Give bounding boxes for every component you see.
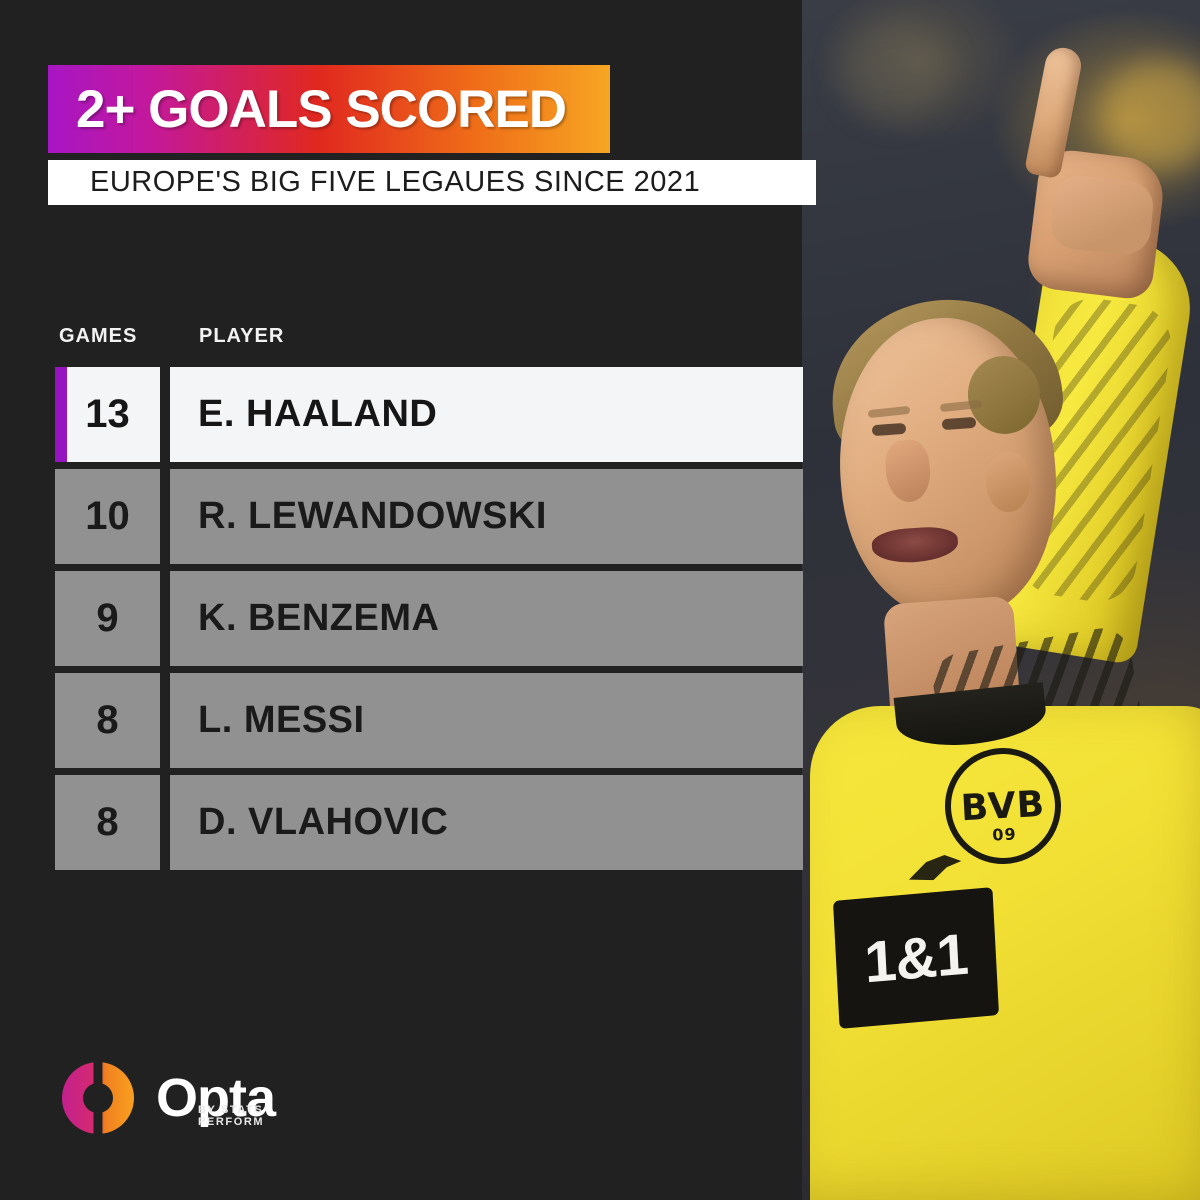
opta-wordmark: Opta BY STATS PERFORM [156, 1068, 276, 1128]
jersey-sponsor-logo: 1&1 [832, 887, 1000, 1029]
table-row[interactable]: 9 K. BENZEMA [55, 571, 803, 666]
cell-player: D. VLAHOVIC [170, 775, 803, 870]
opta-tagline: BY STATS PERFORM [198, 1104, 265, 1128]
content-panel: 2+ GOALS SCORED EUROPE'S BIG FIVE LEGAUE… [0, 0, 802, 1200]
games-value: 8 [96, 800, 119, 844]
cell-games: 10 [55, 469, 160, 564]
hand-knuckles [1048, 172, 1156, 258]
cell-player: E. HAALAND [170, 367, 803, 462]
player-ear [986, 452, 1030, 512]
title-banner: 2+ GOALS SCORED [48, 65, 610, 153]
games-value: 9 [96, 596, 119, 640]
column-header-player: PLAYER [199, 325, 285, 347]
row-accent-bar [55, 367, 67, 462]
cell-games: 8 [55, 775, 160, 870]
bokeh-light-3 [840, 20, 950, 120]
opta-mark-icon [62, 1058, 134, 1138]
cell-player: K. BENZEMA [170, 571, 803, 666]
player-eye-left [871, 422, 907, 437]
subtitle-banner: EUROPE'S BIG FIVE LEGAUES SINCE 2021 [48, 160, 816, 205]
page-subtitle: EUROPE'S BIG FIVE LEGAUES SINCE 2021 [90, 166, 701, 198]
table-header-row: GAMES PLAYER [55, 325, 803, 367]
table-row[interactable]: 8 L. MESSI [55, 673, 803, 768]
table-row[interactable]: 13 E. HAALAND [55, 367, 803, 462]
page-title: 2+ GOALS SCORED [76, 79, 567, 139]
cell-player: R. LEWANDOWSKI [170, 469, 803, 564]
player-eye-right [941, 416, 977, 431]
bvb-badge-text: BVB [959, 783, 1047, 829]
column-header-games: GAMES [59, 325, 138, 347]
games-value: 13 [85, 392, 130, 436]
games-value: 10 [85, 494, 130, 538]
cell-player: L. MESSI [170, 673, 803, 768]
table-row[interactable]: 10 R. LEWANDOWSKI [55, 469, 803, 564]
cell-games: 13 [55, 367, 160, 462]
games-value: 8 [96, 698, 119, 742]
bokeh-light-1 [1100, 60, 1200, 170]
table-row[interactable]: 8 D. VLAHOVIC [55, 775, 803, 870]
leaderboard-table: GAMES PLAYER 13 E. HAALAND 10 R. LEWANDO… [55, 325, 803, 877]
cell-games: 9 [55, 571, 160, 666]
opta-logo: Opta BY STATS PERFORM [62, 1058, 276, 1138]
opta-name: Opta [156, 1068, 276, 1128]
player-photo: BVB 09 1&1 [800, 0, 1200, 1200]
opta-mark-slash [93, 1058, 103, 1138]
cell-games: 8 [55, 673, 160, 768]
bvb-badge-year: 09 [991, 824, 1018, 845]
